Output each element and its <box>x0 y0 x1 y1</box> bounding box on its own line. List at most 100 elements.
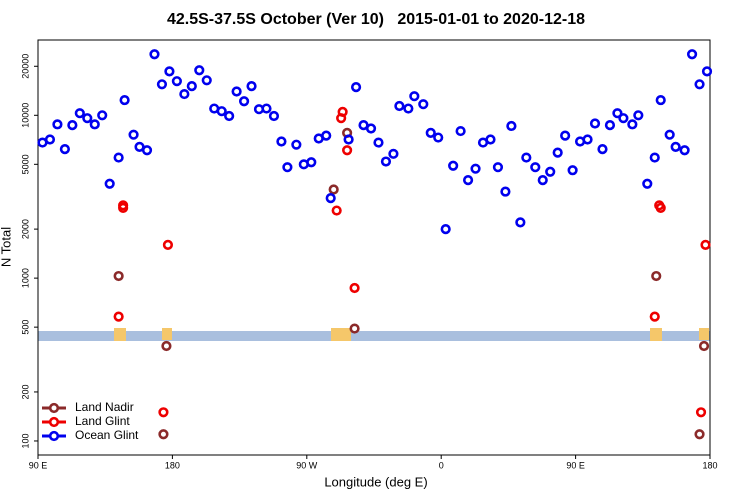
plot-frame <box>37 39 711 456</box>
point <box>627 119 638 130</box>
point <box>418 99 429 110</box>
point <box>161 340 172 352</box>
point <box>201 75 212 86</box>
legend-label: Land Glint <box>75 414 130 428</box>
point <box>282 162 293 173</box>
band <box>38 331 710 341</box>
point <box>694 79 705 90</box>
legend-label: Ocean Glint <box>75 428 139 442</box>
point <box>470 163 481 174</box>
point <box>82 113 93 124</box>
legend-marker <box>48 430 60 442</box>
point <box>224 110 235 122</box>
point <box>231 86 242 97</box>
point <box>642 178 653 189</box>
point <box>521 152 532 163</box>
point <box>448 160 459 171</box>
point <box>186 81 197 92</box>
x-tick-label: 90 E <box>29 460 48 470</box>
point <box>664 129 675 140</box>
point <box>113 311 124 322</box>
y-tick-label: 20000 <box>20 54 30 79</box>
point <box>649 152 660 163</box>
point <box>158 429 169 440</box>
point <box>597 144 608 155</box>
point <box>649 311 660 322</box>
point <box>325 193 336 204</box>
point <box>158 407 169 418</box>
x-tick-label: 0 <box>439 460 444 470</box>
point <box>633 110 644 121</box>
chart-title: 42.5S-37.5S October (Ver 10) 2015-01-01 … <box>167 11 585 28</box>
point <box>679 145 690 156</box>
point <box>530 162 541 173</box>
point <box>342 145 353 156</box>
point <box>291 139 302 150</box>
point <box>655 94 666 106</box>
point <box>462 174 474 186</box>
x-tick-label: 180 <box>165 460 180 470</box>
x-tick-label: 90 W <box>296 460 318 470</box>
x-tick-label: 90 E <box>566 460 585 470</box>
point <box>268 110 280 122</box>
y-tick-label: 2000 <box>20 219 30 239</box>
point <box>321 130 332 141</box>
point <box>171 76 182 87</box>
point <box>118 202 129 213</box>
point <box>149 49 160 60</box>
point <box>686 49 698 60</box>
point <box>500 186 511 197</box>
point <box>651 270 662 282</box>
y-tick-label: 1000 <box>20 268 30 288</box>
point <box>331 205 342 216</box>
point <box>425 127 436 138</box>
point <box>74 108 85 119</box>
point <box>365 123 377 134</box>
point <box>261 103 272 114</box>
point <box>336 113 347 124</box>
point <box>394 100 405 112</box>
y-tick-label: 200 <box>20 384 30 399</box>
legend-marker <box>48 416 60 428</box>
legend-marker <box>48 402 60 414</box>
point <box>349 282 360 294</box>
point <box>403 103 414 114</box>
point <box>113 270 124 282</box>
point <box>179 88 190 100</box>
point <box>612 108 623 119</box>
point <box>162 239 174 250</box>
point <box>141 145 153 156</box>
y-tick-label: 10000 <box>20 103 30 128</box>
point <box>552 147 563 158</box>
point <box>515 217 526 228</box>
point <box>433 132 444 143</box>
point <box>238 96 250 107</box>
point <box>604 120 616 131</box>
point <box>216 106 227 117</box>
point <box>67 120 78 131</box>
legend-label: Land Nadir <box>75 400 134 414</box>
point <box>485 134 496 145</box>
point <box>695 407 707 418</box>
point <box>156 79 168 90</box>
point <box>701 66 713 77</box>
point <box>440 224 451 235</box>
point <box>113 152 124 163</box>
x-tick-label: 180 <box>702 460 717 470</box>
point <box>655 202 666 213</box>
y-tick-label: 100 <box>20 433 30 448</box>
point <box>409 91 420 102</box>
point <box>373 137 384 148</box>
point <box>700 239 711 250</box>
y-tick-label: 500 <box>20 320 30 335</box>
point <box>582 134 593 145</box>
point <box>506 120 517 132</box>
point <box>537 174 548 186</box>
y-axis-label: N Total <box>0 227 13 267</box>
point <box>306 157 317 168</box>
point <box>567 165 578 176</box>
point <box>388 148 399 159</box>
point <box>59 144 70 155</box>
point <box>618 113 629 124</box>
point <box>52 119 63 130</box>
